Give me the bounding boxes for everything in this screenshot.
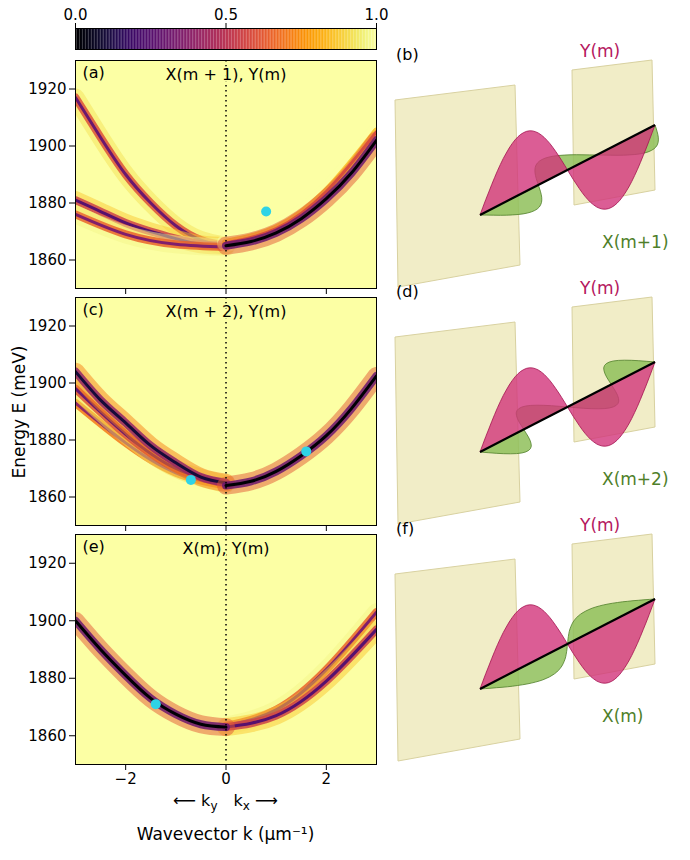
svg-text:1900: 1900 bbox=[28, 137, 66, 155]
svg-text:1880: 1880 bbox=[28, 669, 66, 687]
svg-text:(b): (b) bbox=[396, 45, 419, 64]
svg-text:X(m + 1), Y(m): X(m + 1), Y(m) bbox=[166, 65, 287, 84]
svg-text:−2: −2 bbox=[115, 770, 137, 788]
svg-text:1920: 1920 bbox=[28, 554, 66, 572]
svg-text:Energy E (meV): Energy E (meV) bbox=[9, 346, 29, 479]
svg-text:0: 0 bbox=[221, 770, 231, 788]
svg-text:1920: 1920 bbox=[28, 80, 66, 98]
svg-text:0.5: 0.5 bbox=[214, 6, 238, 24]
svg-text:X(m + 2), Y(m): X(m + 2), Y(m) bbox=[166, 302, 287, 321]
svg-text:(a): (a) bbox=[83, 63, 105, 82]
svg-text:⟵ ky: ⟵ ky bbox=[173, 791, 217, 813]
svg-text:(f): (f) bbox=[396, 519, 414, 538]
svg-text:Wavevector k (μm⁻¹): Wavevector k (μm⁻¹) bbox=[137, 824, 315, 844]
svg-text:2: 2 bbox=[322, 770, 332, 788]
svg-text:0.0: 0.0 bbox=[64, 6, 88, 24]
svg-text:Y(m): Y(m) bbox=[579, 515, 620, 535]
svg-text:1880: 1880 bbox=[28, 431, 66, 449]
svg-text:1920: 1920 bbox=[28, 317, 66, 335]
svg-text:1880: 1880 bbox=[28, 194, 66, 212]
svg-text:(d): (d) bbox=[396, 282, 419, 301]
svg-text:X(m+1): X(m+1) bbox=[602, 232, 669, 252]
svg-text:X(m+2): X(m+2) bbox=[602, 469, 669, 489]
svg-text:1900: 1900 bbox=[28, 374, 66, 392]
svg-text:(e): (e) bbox=[83, 537, 105, 556]
svg-text:(c): (c) bbox=[83, 300, 104, 319]
svg-text:1860: 1860 bbox=[28, 251, 66, 269]
svg-text:kx ⟶: kx ⟶ bbox=[234, 791, 278, 813]
svg-text:X(m): X(m) bbox=[602, 706, 643, 726]
svg-text:1860: 1860 bbox=[28, 727, 66, 745]
svg-text:Y(m): Y(m) bbox=[579, 278, 620, 298]
svg-text:1860: 1860 bbox=[28, 488, 66, 506]
svg-text:Y(m): Y(m) bbox=[579, 41, 620, 61]
svg-text:X(m), Y(m): X(m), Y(m) bbox=[182, 539, 269, 558]
svg-text:1900: 1900 bbox=[28, 612, 66, 630]
svg-text:1.0: 1.0 bbox=[365, 6, 389, 24]
